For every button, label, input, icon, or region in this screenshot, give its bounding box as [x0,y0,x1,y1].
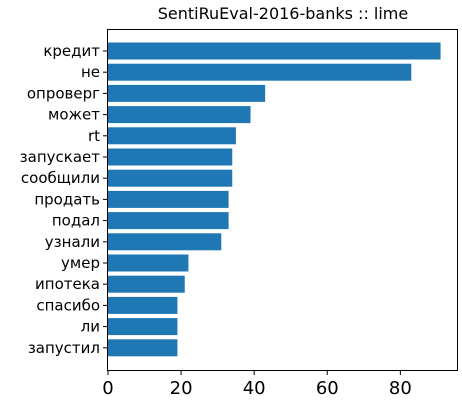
y-tick-label: опроверг [27,84,100,102]
x-tick-label: 40 [243,378,266,399]
bar [108,63,412,81]
x-axis: 0 20 40 60 80 [102,370,412,399]
y-tick-label: ипотека [35,275,100,293]
y-tick-label: сообщили [21,169,100,187]
y-tick-label: может [48,106,100,124]
bar [108,318,178,336]
y-tick-label: запускает [20,148,101,166]
bar [108,169,233,187]
plot-frame [107,29,458,371]
bar [108,42,441,60]
bar [108,148,233,166]
bar [108,84,266,102]
bar [108,190,229,208]
bar [108,212,229,230]
x-tick-label: 80 [389,378,412,399]
y-tick-label: rt [88,127,100,145]
bar [108,296,178,314]
bar [108,254,189,272]
bars-group [108,42,441,357]
bar [108,127,236,145]
y-tick-label: ли [81,318,100,336]
x-tick-label: 20 [170,378,193,399]
y-tick-label: кредит [43,42,100,60]
x-tick-label: 60 [316,378,339,399]
bar [108,275,185,293]
bar [108,339,178,357]
y-tick-label: подал [52,212,100,230]
bar [108,106,251,124]
bar [108,233,222,251]
y-tick-label: запустил [28,339,100,357]
x-tick-label: 0 [102,378,113,399]
y-tick-label: узнали [45,233,100,251]
y-axis: кредит не опроверг может rt запускает сообщили… [20,42,108,357]
y-tick-label: спасибо [36,296,100,314]
y-tick-label: не [81,63,100,81]
chart-title: SentiRuEval-2016-banks :: lime [158,4,408,23]
y-tick-label: умер [61,254,100,272]
y-tick-label: продать [34,190,100,208]
